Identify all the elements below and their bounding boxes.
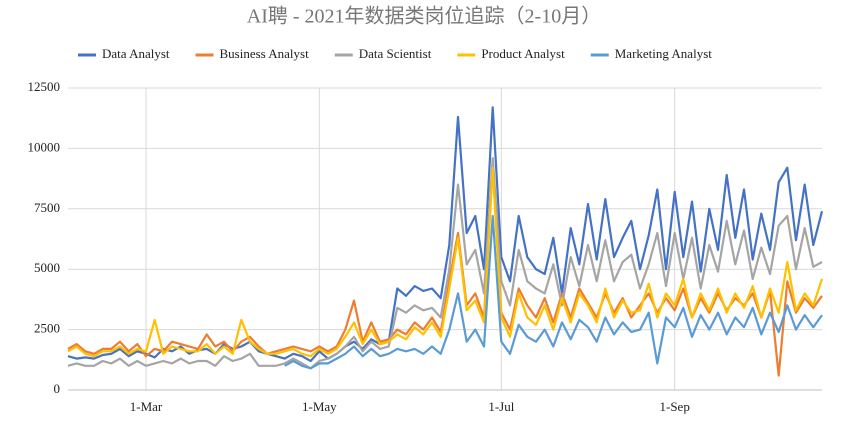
x-tick-label: 1-Jul	[488, 399, 514, 414]
legend-label: Business Analyst	[220, 46, 310, 61]
x-tick-label: 1-May	[302, 399, 337, 414]
y-tick-label: 12500	[28, 79, 61, 94]
legend-label: Data Analyst	[102, 46, 170, 61]
y-tick-label: 2500	[34, 321, 60, 336]
y-tick-label: 10000	[28, 139, 61, 154]
legend-label: Marketing Analyst	[615, 46, 713, 61]
y-tick-label: 0	[54, 381, 61, 396]
series-line	[67, 106, 824, 363]
legend-label: Product Analyst	[481, 46, 565, 61]
series-line	[284, 214, 823, 370]
chart-title: AI聘 - 2021年数据类岗位追踪（2-10月）	[247, 5, 601, 28]
y-tick-label: 7500	[34, 200, 60, 215]
x-tick-label: 1-Sep	[659, 399, 689, 414]
series-line	[67, 157, 823, 370]
y-tick-label: 5000	[34, 260, 60, 275]
series-line	[67, 166, 824, 358]
x-tick-label: 1-Mar	[130, 399, 163, 414]
legend-label: Data Scientist	[359, 46, 432, 61]
